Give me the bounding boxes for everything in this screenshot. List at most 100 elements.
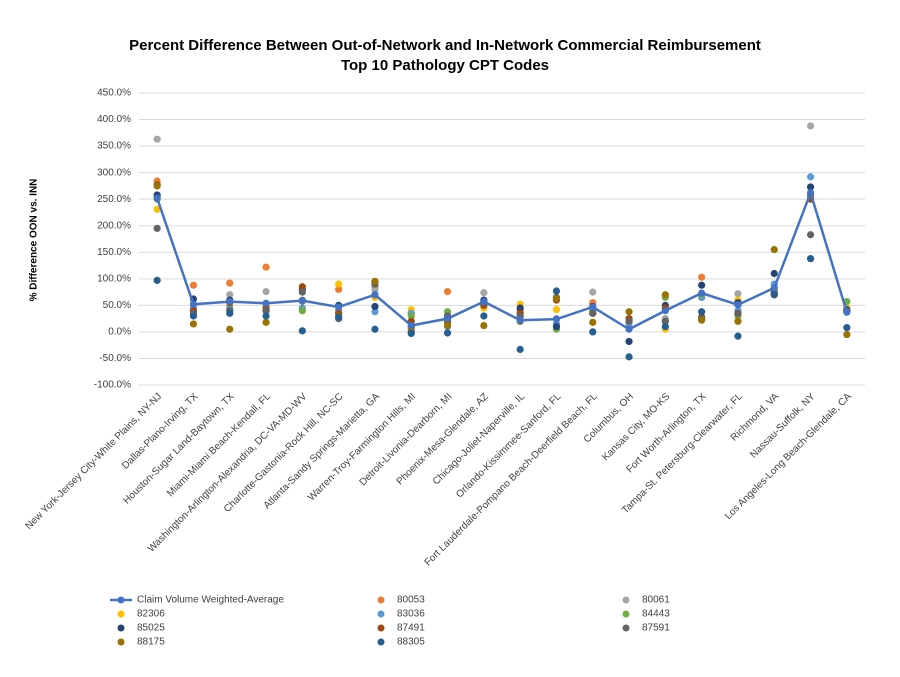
data-point [770, 291, 778, 299]
data-point [480, 312, 488, 320]
legend-marker [377, 624, 385, 632]
series-line [155, 188, 849, 331]
y-tick-label: 100.0% [97, 273, 131, 284]
data-point [298, 288, 306, 296]
data-point [843, 330, 851, 339]
data-point [552, 315, 561, 323]
data-point [843, 324, 851, 332]
legend-label: 84443 [642, 609, 670, 620]
legend-label: 80061 [642, 595, 670, 606]
data-point [806, 255, 815, 263]
data-point [552, 323, 561, 331]
data-point [335, 313, 343, 321]
data-point [335, 303, 343, 311]
data-point [698, 308, 706, 316]
legend-label: Claim Volume Weighted-Average [137, 595, 284, 606]
legend-label: 82306 [137, 609, 165, 620]
legend-marker [622, 610, 630, 618]
y-tick-label: -100.0% [94, 380, 131, 391]
data-point [770, 269, 778, 278]
data-point [189, 320, 198, 328]
data-point [189, 312, 198, 320]
data-point [589, 328, 597, 336]
x-tick-label: Kansas City, MO-KS [600, 391, 672, 463]
data-point [806, 231, 815, 239]
data-point [806, 189, 815, 197]
data-point [734, 317, 742, 325]
data-point [443, 315, 452, 323]
y-tick-label: 50.0% [103, 300, 131, 311]
data-point [625, 353, 633, 361]
data-point [734, 301, 742, 309]
data-point [189, 300, 198, 308]
legend-marker [117, 624, 125, 632]
chart-title: Percent Difference Between Out-of-Networ… [129, 37, 761, 54]
data-point [153, 276, 161, 285]
data-point [262, 263, 270, 271]
legend-label: 88175 [137, 637, 165, 648]
chart-subtitle: Top 10 Pathology CPT Codes [341, 57, 549, 74]
data-point [262, 287, 270, 296]
data-point [443, 321, 452, 330]
legend-label: 80053 [397, 595, 425, 606]
data-point [589, 303, 597, 311]
data-point [443, 287, 452, 296]
data-point [589, 318, 597, 326]
x-tick-label: Los Angeles-Long Beach-Glendale, CA [723, 391, 854, 522]
data-point [153, 135, 161, 143]
data-point [443, 329, 452, 337]
data-point [480, 289, 488, 297]
data-point [806, 122, 815, 130]
data-point [226, 325, 234, 333]
y-tick-label: 200.0% [97, 220, 131, 231]
y-tick-label: 150.0% [97, 247, 131, 258]
data-point [153, 205, 161, 213]
data-point [734, 309, 742, 317]
data-point [335, 285, 343, 294]
data-point [298, 307, 306, 315]
legend-marker [377, 638, 385, 646]
legend-marker [117, 610, 125, 618]
data-point [153, 224, 161, 232]
data-point [552, 287, 561, 295]
legend-label: 88305 [397, 637, 425, 648]
legend-marker [117, 638, 125, 646]
data-point [262, 307, 270, 315]
data-point [226, 291, 234, 299]
y-tick-label: 350.0% [97, 141, 131, 152]
x-tick-label: Nassau-Suffolk, NY [748, 391, 818, 461]
legend-label: 87491 [397, 623, 425, 634]
data-point [698, 316, 706, 324]
data-point [625, 308, 633, 316]
data-point [516, 304, 524, 312]
data-point [407, 329, 415, 338]
data-point [262, 299, 270, 307]
data-point [516, 345, 524, 354]
data-point [407, 321, 415, 330]
data-point [407, 312, 415, 320]
legend-label: 85025 [137, 623, 165, 634]
data-point [262, 318, 270, 326]
data-point [298, 296, 306, 305]
data-point [625, 337, 633, 346]
data-point [226, 309, 234, 317]
data-point [698, 273, 706, 281]
data-point [153, 182, 161, 190]
data-point [552, 306, 561, 314]
y-tick-label: 450.0% [97, 88, 131, 99]
legend-marker [622, 624, 630, 632]
legend-marker [622, 596, 630, 604]
data-point [226, 298, 234, 306]
y-tick-label: -50.0% [99, 353, 131, 364]
data-point [335, 280, 343, 288]
data-point [480, 298, 488, 306]
data-point [698, 281, 706, 289]
y-tick-label: 0.0% [108, 327, 131, 338]
data-point [661, 323, 669, 331]
data-point [589, 288, 597, 296]
data-point [262, 312, 270, 320]
legend-label: 83036 [397, 609, 425, 620]
y-axis-title: % Difference OON vs. INN [29, 179, 40, 302]
data-point [298, 327, 306, 335]
data-point [661, 317, 669, 325]
